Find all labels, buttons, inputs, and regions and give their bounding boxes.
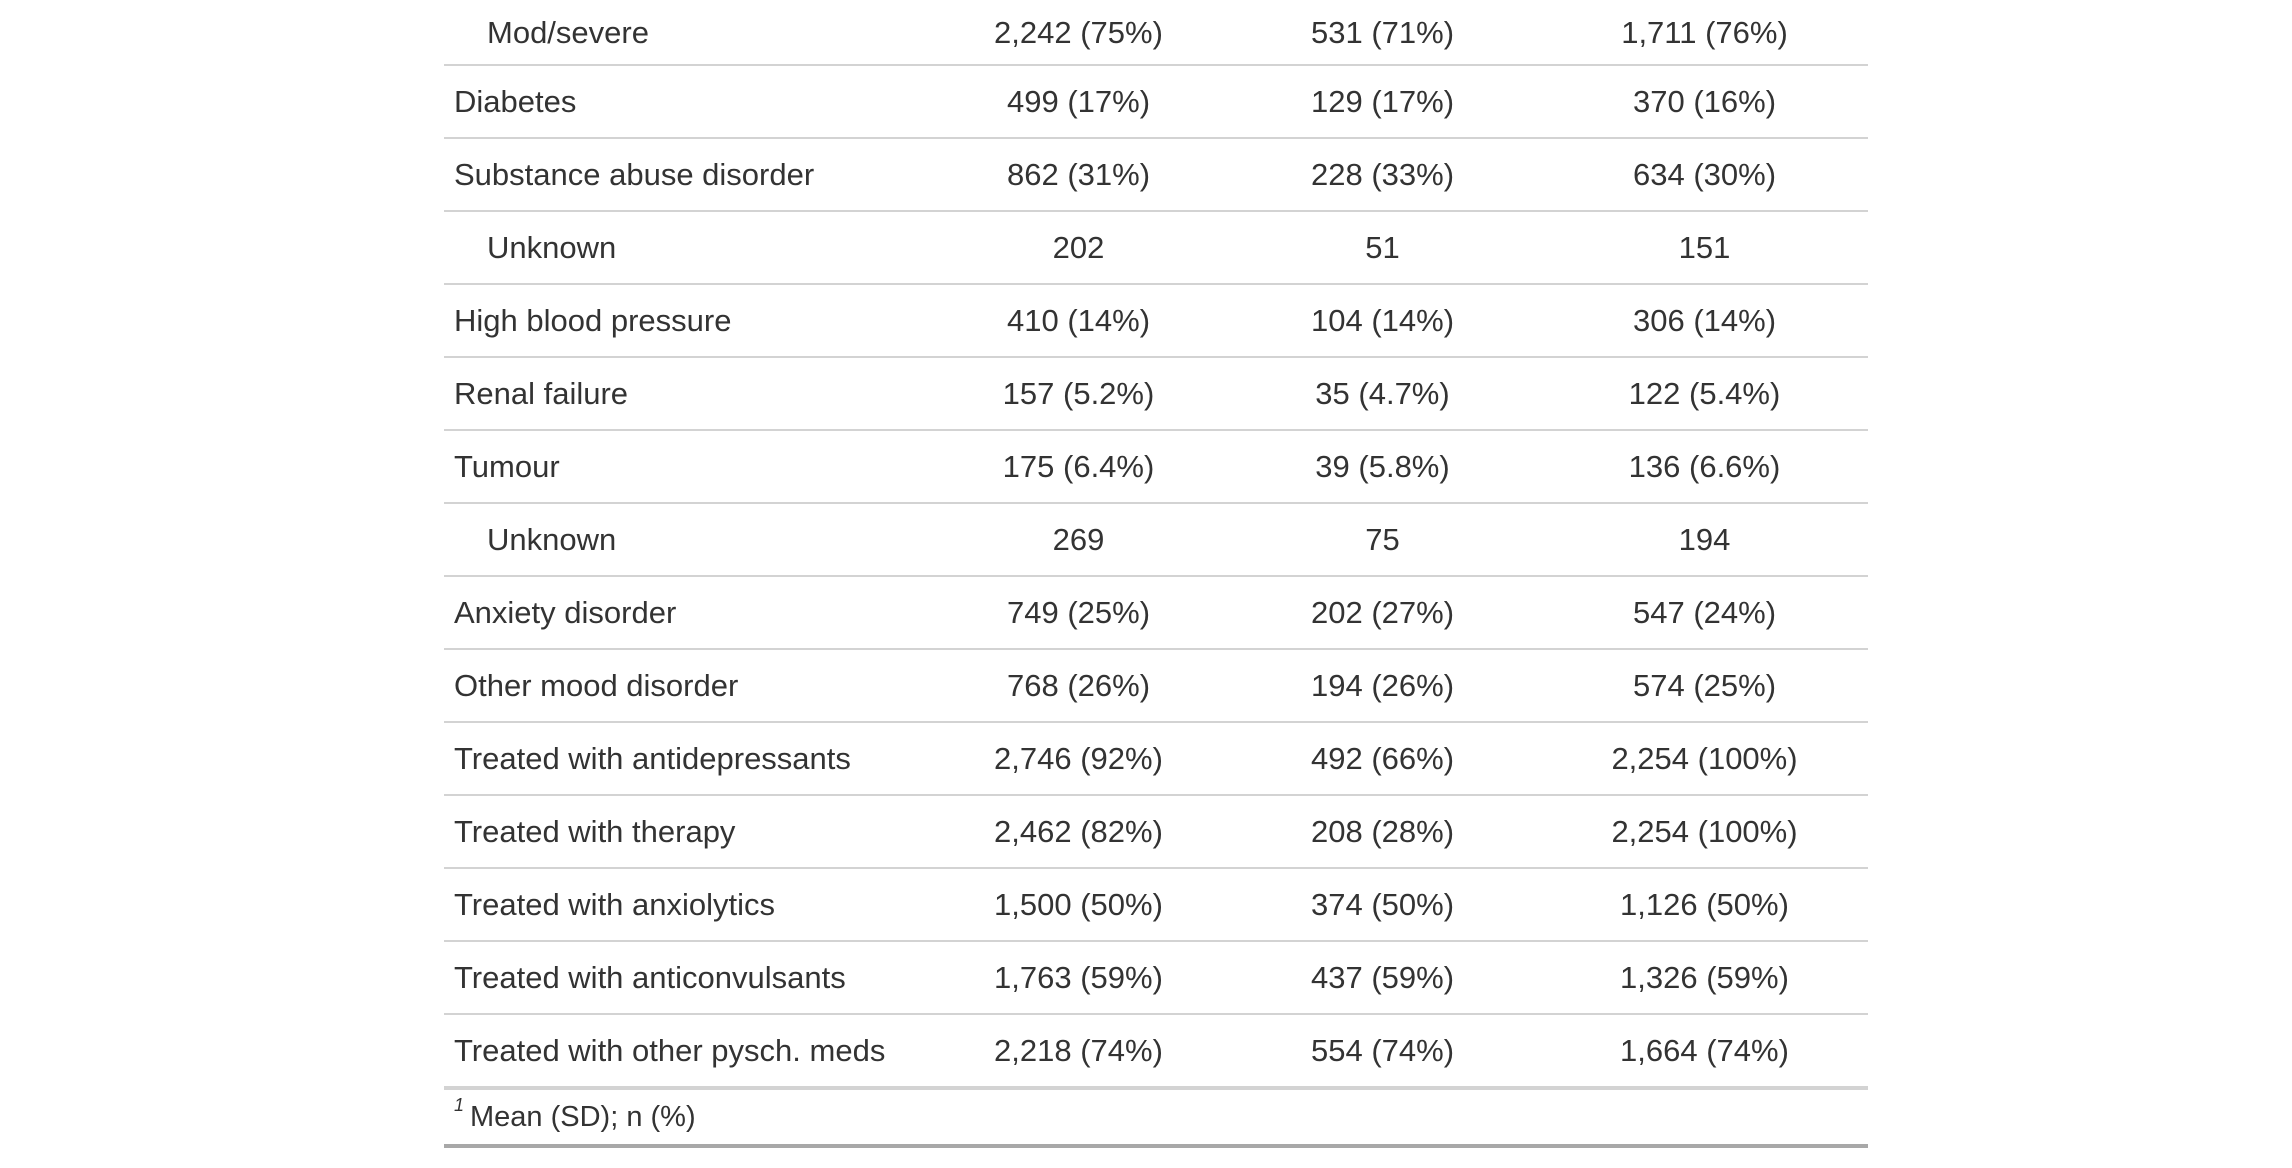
- row-value-col-2: 35 (4.7%): [1224, 357, 1541, 431]
- table-footnote: 1 Mean (SD); n (%): [444, 1090, 1868, 1148]
- row-value-col-1: 1,500 (50%): [933, 868, 1224, 942]
- row-value-col-1: 202: [933, 211, 1224, 285]
- row-label: Diabetes: [444, 65, 933, 139]
- row-value-col-3: 306 (14%): [1541, 284, 1868, 358]
- row-value-col-1: 862 (31%): [933, 138, 1224, 212]
- row-value-col-2: 554 (74%): [1224, 1014, 1541, 1090]
- row-value-col-1: 2,462 (82%): [933, 795, 1224, 869]
- row-value-col-3: 151: [1541, 211, 1868, 285]
- row-value-col-1: 175 (6.4%): [933, 430, 1224, 504]
- table-row: Unknown 269 75 194: [444, 503, 1868, 577]
- row-value-col-1: 2,218 (74%): [933, 1014, 1224, 1090]
- row-value-col-3: 1,326 (59%): [1541, 941, 1868, 1015]
- row-value-col-2: 75: [1224, 503, 1541, 577]
- row-value-col-1: 1,763 (59%): [933, 941, 1224, 1015]
- row-value-col-1: 2,242 (75%): [933, 0, 1224, 66]
- row-value-col-2: 228 (33%): [1224, 138, 1541, 212]
- row-value-col-1: 410 (14%): [933, 284, 1224, 358]
- row-label: Unknown: [444, 503, 933, 577]
- row-value-col-3: 2,254 (100%): [1541, 795, 1868, 869]
- row-value-col-2: 208 (28%): [1224, 795, 1541, 869]
- row-value-col-3: 574 (25%): [1541, 649, 1868, 723]
- summary-table: Mod/severe 2,242 (75%) 531 (71%) 1,711 (76%…: [444, 0, 1868, 1148]
- row-label: Renal failure: [444, 357, 933, 431]
- row-label: Anxiety disorder: [444, 576, 933, 650]
- row-value-col-2: 129 (17%): [1224, 65, 1541, 139]
- row-value-col-2: 194 (26%): [1224, 649, 1541, 723]
- row-value-col-2: 39 (5.8%): [1224, 430, 1541, 504]
- table-row: Tumour 175 (6.4%) 39 (5.8%) 136 (6.6%): [444, 430, 1868, 504]
- footnote-text: Mean (SD); n (%): [470, 1100, 696, 1133]
- row-value-col-3: 1,126 (50%): [1541, 868, 1868, 942]
- table-rows: Mod/severe 2,242 (75%) 531 (71%) 1,711 (76%…: [444, 0, 1868, 1090]
- table-row: Substance abuse disorder 862 (31%) 228 (33…: [444, 138, 1868, 212]
- row-label: Other mood disorder: [444, 649, 933, 723]
- table-row: Anxiety disorder 749 (25%) 202 (27%) 547 (2…: [444, 576, 1868, 650]
- table-row: Mod/severe 2,242 (75%) 531 (71%) 1,711 (76%…: [444, 0, 1868, 66]
- row-label: Mod/severe: [444, 0, 933, 66]
- table-row: Treated with other pysch. meds 2,218 (74%…: [444, 1014, 1868, 1090]
- summary-table-body: Mod/severe 2,242 (75%) 531 (71%) 1,711 (76%…: [444, 0, 1868, 1090]
- row-value-col-3: 194: [1541, 503, 1868, 577]
- row-label: Treated with other pysch. meds: [444, 1014, 933, 1090]
- table-row: Treated with anxiolytics 1,500 (50%) 374 (…: [444, 868, 1868, 942]
- row-value-col-2: 531 (71%): [1224, 0, 1541, 66]
- table-row: Diabetes 499 (17%) 129 (17%) 370 (16%): [444, 65, 1868, 139]
- row-label: Substance abuse disorder: [444, 138, 933, 212]
- row-value-col-2: 104 (14%): [1224, 284, 1541, 358]
- table-row: Other mood disorder 768 (26%) 194 (26%) 574…: [444, 649, 1868, 723]
- row-value-col-2: 437 (59%): [1224, 941, 1541, 1015]
- row-value-col-2: 492 (66%): [1224, 722, 1541, 796]
- row-label: Tumour: [444, 430, 933, 504]
- row-value-col-1: 269: [933, 503, 1224, 577]
- row-value-col-3: 122 (5.4%): [1541, 357, 1868, 431]
- row-value-col-2: 202 (27%): [1224, 576, 1541, 650]
- row-value-col-3: 1,664 (74%): [1541, 1014, 1868, 1090]
- table-row: Treated with antidepressants 2,746 (92%) 4…: [444, 722, 1868, 796]
- table-row: High blood pressure 410 (14%) 104 (14%) 306…: [444, 284, 1868, 358]
- row-value-col-1: 2,746 (92%): [933, 722, 1224, 796]
- row-value-col-2: 374 (50%): [1224, 868, 1541, 942]
- row-label: Treated with therapy: [444, 795, 933, 869]
- row-label: Treated with anticonvulsants: [444, 941, 933, 1015]
- row-label: Unknown: [444, 211, 933, 285]
- row-value-col-1: 157 (5.2%): [933, 357, 1224, 431]
- row-value-col-1: 499 (17%): [933, 65, 1224, 139]
- row-value-col-1: 768 (26%): [933, 649, 1224, 723]
- row-value-col-3: 136 (6.6%): [1541, 430, 1868, 504]
- table-row: Treated with anticonvulsants 1,763 (59%) 4…: [444, 941, 1868, 1015]
- row-value-col-1: 749 (25%): [933, 576, 1224, 650]
- row-value-col-3: 547 (24%): [1541, 576, 1868, 650]
- table-row: Unknown 202 51 151: [444, 211, 1868, 285]
- row-value-col-3: 634 (30%): [1541, 138, 1868, 212]
- row-value-col-3: 1,711 (76%): [1541, 0, 1868, 66]
- row-label: High blood pressure: [444, 284, 933, 358]
- table-row: Treated with therapy 2,462 (82%) 208 (28%)…: [444, 795, 1868, 869]
- row-label: Treated with antidepressants: [444, 722, 933, 796]
- table-row: Renal failure 157 (5.2%) 35 (4.7%) 122 (5.4…: [444, 357, 1868, 431]
- row-label: Treated with anxiolytics: [444, 868, 933, 942]
- row-value-col-2: 51: [1224, 211, 1541, 285]
- row-value-col-3: 370 (16%): [1541, 65, 1868, 139]
- row-value-col-3: 2,254 (100%): [1541, 722, 1868, 796]
- footnote-marker: 1: [454, 1094, 465, 1115]
